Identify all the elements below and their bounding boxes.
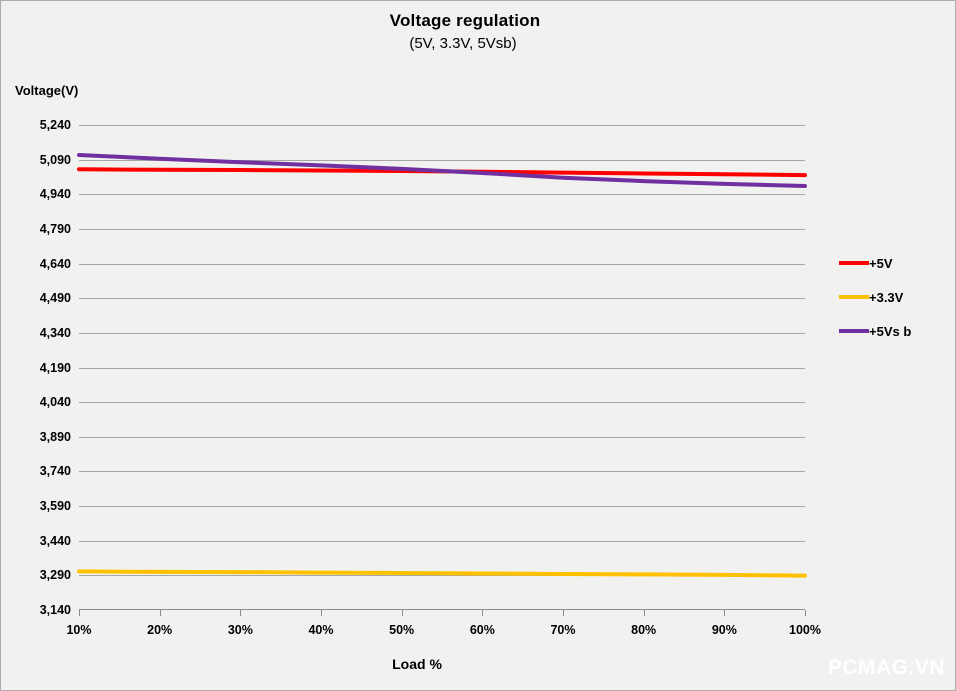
legend-label: +5Vs b: [869, 323, 912, 339]
y-tick-label: 4,940: [39, 187, 71, 202]
x-tick-label: 100%: [789, 623, 821, 637]
y-tick-label: 4,340: [39, 325, 71, 340]
legend-item: +5Vs b: [839, 317, 911, 345]
y-tick-label: 3,140: [39, 603, 71, 617]
y-tick-label: 5,090: [39, 152, 71, 167]
x-tick-label: 20%: [147, 623, 173, 637]
y-axis-title: Voltage(V): [15, 83, 79, 98]
legend-swatch-icon: [839, 329, 869, 333]
y-tick-label: 3,440: [39, 533, 71, 548]
y-tick-label: 4,640: [39, 256, 71, 271]
y-tick-label: 4,490: [39, 291, 71, 306]
watermark: PCMAG.VN: [827, 656, 945, 679]
legend-swatch-icon: [839, 261, 869, 265]
series-line-3.3v: [77, 569, 807, 578]
y-tick-label: 4,040: [39, 395, 71, 410]
x-tick-label: 70%: [550, 623, 576, 637]
x-tick-label: 10%: [66, 623, 92, 637]
x-tick-label: 90%: [711, 623, 737, 637]
y-tick-label: 4,190: [39, 360, 71, 375]
legend-swatch-icon: [839, 295, 869, 299]
plot-area: [77, 125, 807, 616]
y-tick-label: 3,290: [39, 568, 71, 583]
x-tick-label: 40%: [308, 623, 334, 637]
legend: +5V +3.3V +5Vs b: [839, 249, 911, 351]
y-tick-label: 3,740: [39, 464, 71, 479]
y-tick-label: 4,790: [39, 221, 71, 236]
series-line-5vsb: [77, 153, 807, 188]
chart-title: Voltage regulation: [389, 11, 541, 30]
y-tick-label: 3,890: [39, 429, 71, 444]
x-axis-title: Load %: [392, 656, 442, 672]
legend-label: +3.3V: [869, 289, 904, 305]
chart-subtitle: (5V, 3.3V, 5Vsb): [409, 35, 517, 52]
y-tick-label: 3,590: [39, 499, 71, 514]
y-tick-label: 5,240: [39, 118, 71, 132]
x-tick-label: 30%: [227, 623, 253, 637]
x-tick-label: 80%: [631, 623, 657, 637]
legend-item: +3.3V: [839, 283, 911, 311]
legend-label: +5V: [869, 255, 893, 271]
x-tick-label: 50%: [389, 623, 415, 637]
legend-item: +5V: [839, 249, 911, 277]
x-tick-label: 60%: [469, 623, 495, 637]
